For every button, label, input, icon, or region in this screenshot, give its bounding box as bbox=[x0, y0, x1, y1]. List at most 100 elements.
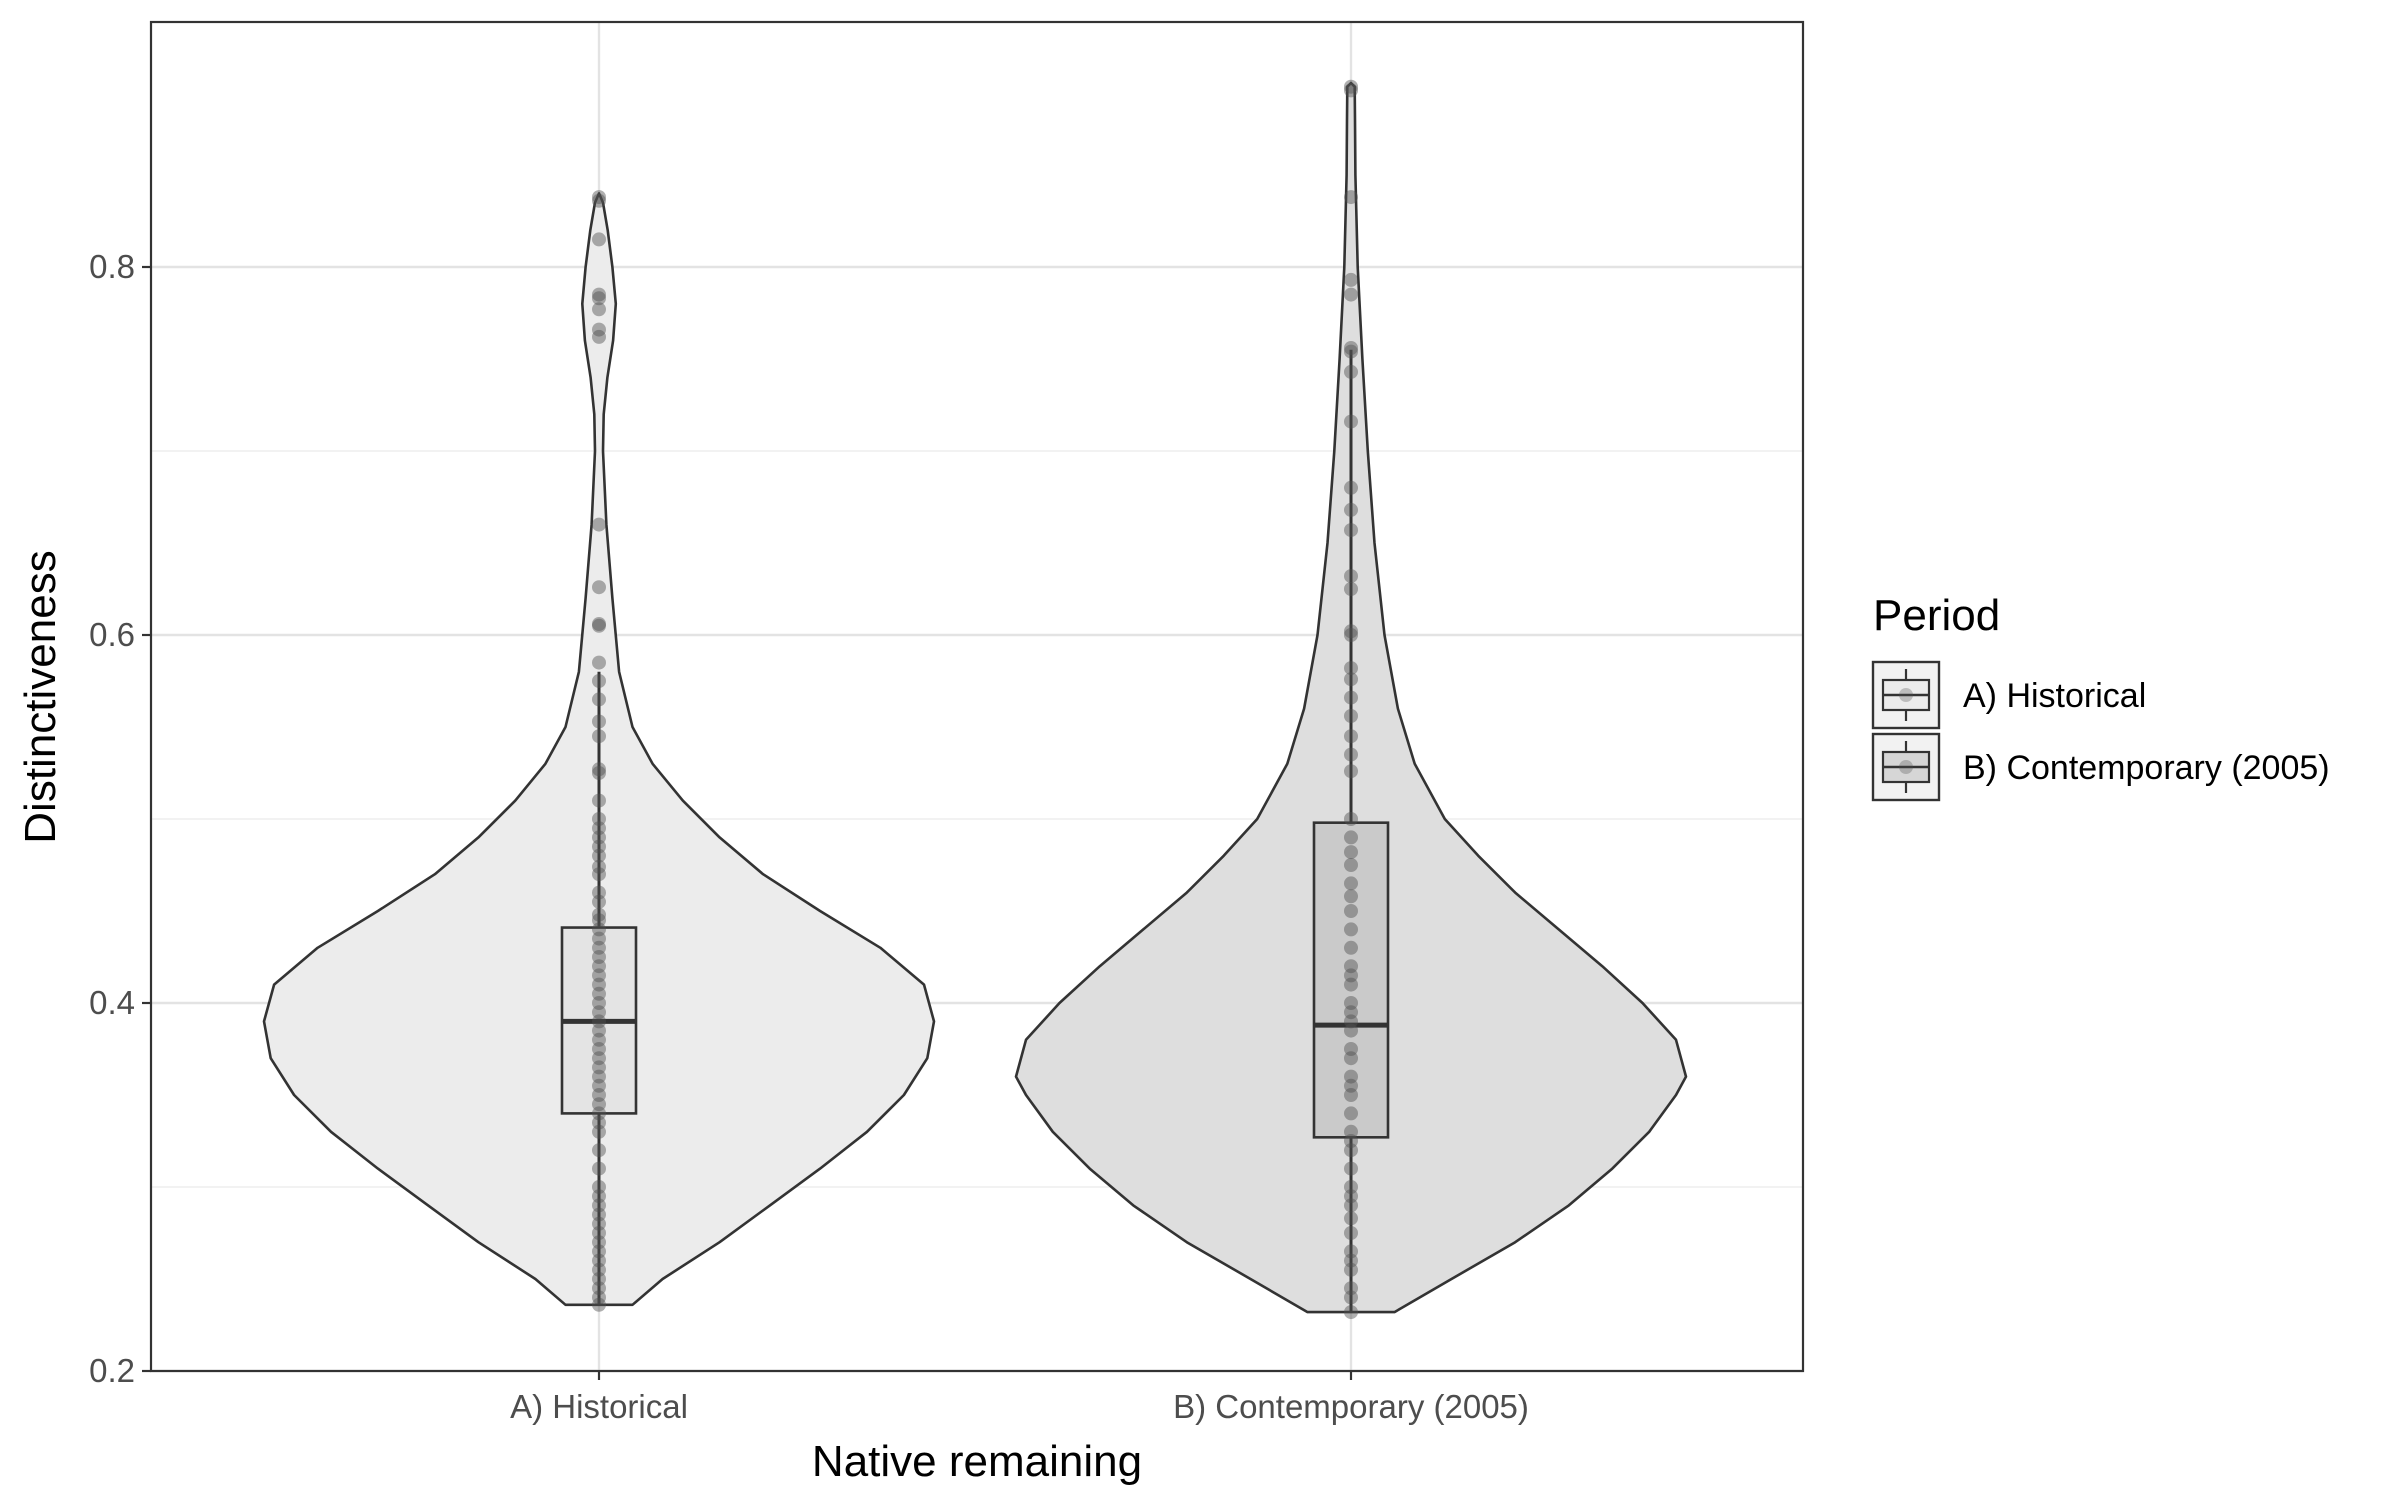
data-point bbox=[592, 729, 606, 744]
data-point bbox=[592, 1235, 606, 1250]
data-point bbox=[592, 1051, 606, 1066]
data-point bbox=[592, 859, 606, 874]
data-point bbox=[592, 1272, 606, 1286]
data-point bbox=[1344, 1014, 1358, 1029]
data-point bbox=[592, 968, 606, 983]
data-point bbox=[1344, 858, 1358, 872]
data-point bbox=[592, 1060, 606, 1075]
data-point bbox=[592, 714, 606, 729]
data-point bbox=[592, 674, 606, 688]
data-point bbox=[592, 812, 606, 826]
data-point bbox=[592, 1207, 606, 1222]
box-2 bbox=[1312, 821, 1390, 1139]
data-point bbox=[1344, 1290, 1358, 1305]
data-point bbox=[1344, 628, 1358, 642]
data-point bbox=[1344, 364, 1358, 379]
data-point bbox=[1344, 922, 1358, 937]
data-point bbox=[1344, 845, 1358, 860]
data-point bbox=[1344, 812, 1358, 826]
data-point bbox=[592, 287, 606, 302]
data-point bbox=[592, 1106, 606, 1121]
data-point bbox=[1344, 1106, 1358, 1121]
data-point bbox=[592, 1297, 606, 1312]
data-point bbox=[592, 907, 606, 922]
data-point bbox=[1344, 1023, 1358, 1038]
legend: Period A) Historical B) Contemporary (200… bbox=[1871, 591, 2330, 802]
data-point bbox=[1344, 977, 1358, 992]
data-point bbox=[592, 1014, 606, 1029]
data-point bbox=[1344, 1180, 1358, 1194]
data-point bbox=[592, 1088, 606, 1102]
legend-key-point-1 bbox=[1899, 688, 1913, 702]
data-point bbox=[592, 302, 606, 317]
data-point bbox=[592, 1005, 606, 1020]
data-point bbox=[1344, 1253, 1358, 1268]
data-point bbox=[1344, 1198, 1358, 1213]
data-point bbox=[1344, 502, 1358, 517]
data-point bbox=[592, 940, 606, 955]
data-point bbox=[1344, 1088, 1358, 1102]
data-point bbox=[1344, 729, 1358, 744]
x-tick-label: A) Historical bbox=[510, 1388, 688, 1425]
data-point bbox=[592, 839, 606, 854]
data-point bbox=[1344, 1005, 1358, 1020]
x-tick-label: B) Contemporary (2005) bbox=[1173, 1388, 1529, 1425]
data-point bbox=[592, 1198, 606, 1213]
data-point bbox=[592, 580, 606, 595]
data-point bbox=[1344, 272, 1358, 287]
data-point bbox=[1344, 1189, 1358, 1204]
data-point bbox=[1344, 889, 1358, 904]
data-point bbox=[1344, 1262, 1358, 1277]
data-point bbox=[592, 1180, 606, 1194]
data-point bbox=[592, 762, 606, 777]
y-tick-label: 0.2 bbox=[89, 1352, 135, 1389]
data-point bbox=[592, 517, 606, 532]
data-point bbox=[592, 959, 606, 974]
data-point bbox=[592, 1262, 606, 1277]
data-point bbox=[592, 618, 606, 633]
data-point bbox=[592, 922, 606, 937]
data-point bbox=[1344, 1211, 1358, 1226]
y-axis: 0.2 0.4 0.6 0.8 bbox=[89, 248, 151, 1389]
data-point bbox=[592, 986, 606, 1001]
data-point bbox=[592, 1216, 606, 1231]
data-point bbox=[1344, 624, 1358, 639]
data-point bbox=[592, 1281, 606, 1296]
data-point bbox=[1344, 672, 1358, 687]
data-point bbox=[1344, 1069, 1358, 1084]
data-point bbox=[1344, 830, 1358, 845]
legend-title: Period bbox=[1873, 591, 2000, 640]
data-point bbox=[592, 1244, 606, 1259]
data-point bbox=[1344, 414, 1358, 429]
data-point bbox=[1344, 480, 1358, 495]
data-point bbox=[592, 1253, 606, 1268]
data-point bbox=[1344, 940, 1358, 955]
data-point bbox=[592, 291, 606, 306]
data-point bbox=[592, 894, 606, 909]
data-point bbox=[1344, 569, 1358, 584]
data-point bbox=[1344, 690, 1358, 705]
data-point bbox=[592, 913, 606, 928]
data-point bbox=[592, 1023, 606, 1038]
data-point bbox=[1344, 341, 1358, 355]
data-point bbox=[592, 1290, 606, 1305]
data-point bbox=[592, 931, 606, 946]
data-point bbox=[592, 766, 606, 780]
legend-key-point-2 bbox=[1899, 760, 1913, 774]
data-point bbox=[592, 329, 606, 344]
data-point bbox=[592, 692, 606, 707]
data-point bbox=[1344, 287, 1358, 302]
data-point bbox=[1344, 1305, 1358, 1320]
data-point bbox=[1344, 1134, 1358, 1148]
data-point bbox=[1344, 1078, 1358, 1093]
data-point bbox=[592, 848, 606, 863]
data-point bbox=[1344, 79, 1358, 94]
boxplots-layer bbox=[560, 349, 1390, 1313]
data-point bbox=[1344, 1281, 1358, 1296]
data-point bbox=[592, 193, 606, 208]
data-point bbox=[1344, 1226, 1358, 1240]
data-point bbox=[1344, 904, 1358, 918]
data-point bbox=[592, 232, 606, 247]
points-layer bbox=[592, 79, 1358, 1320]
